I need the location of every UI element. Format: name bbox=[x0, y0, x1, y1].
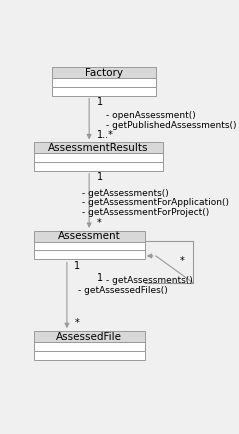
Text: Factory: Factory bbox=[85, 68, 123, 78]
Text: - getPublishedAssessments(): - getPublishedAssessments() bbox=[106, 121, 236, 130]
Bar bbox=[52, 67, 156, 78]
Bar bbox=[33, 142, 163, 153]
Bar bbox=[33, 331, 145, 342]
Text: *: * bbox=[179, 256, 184, 266]
Text: 1: 1 bbox=[74, 261, 81, 271]
Text: - getAssessmentForProject(): - getAssessmentForProject() bbox=[82, 208, 209, 217]
Bar bbox=[33, 250, 145, 259]
Text: - getAssessedFiles(): - getAssessedFiles() bbox=[78, 286, 168, 295]
Text: - openAssessment(): - openAssessment() bbox=[106, 111, 196, 119]
Text: Assessment: Assessment bbox=[58, 231, 120, 241]
Bar bbox=[33, 351, 145, 359]
Text: - getAssessments(): - getAssessments() bbox=[106, 276, 193, 285]
Bar bbox=[33, 162, 163, 171]
Text: *: * bbox=[97, 218, 101, 228]
Bar bbox=[33, 153, 163, 162]
Text: 1: 1 bbox=[97, 172, 103, 182]
Bar bbox=[52, 78, 156, 87]
Text: - getAssessmentForApplication(): - getAssessmentForApplication() bbox=[82, 198, 229, 207]
Bar bbox=[52, 87, 156, 95]
Text: AssessedFile: AssessedFile bbox=[56, 332, 122, 342]
Text: 1: 1 bbox=[97, 97, 103, 107]
Text: *: * bbox=[74, 319, 79, 329]
Text: - getAssessments(): - getAssessments() bbox=[82, 189, 168, 198]
Text: 1..*: 1..* bbox=[97, 130, 114, 140]
Text: 1: 1 bbox=[97, 273, 103, 283]
Bar bbox=[33, 231, 145, 242]
Bar bbox=[33, 342, 145, 351]
Bar bbox=[33, 242, 145, 250]
Text: AssessmentResults: AssessmentResults bbox=[48, 143, 149, 153]
